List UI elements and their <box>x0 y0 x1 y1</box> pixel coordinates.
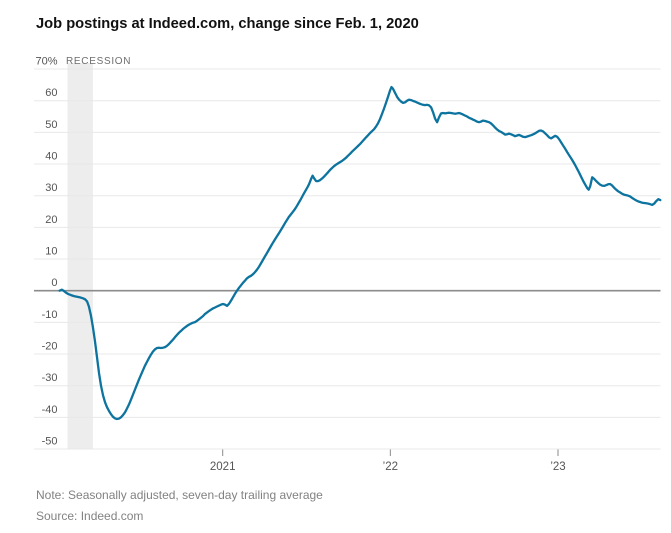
recession-label: RECESSION <box>66 56 131 67</box>
y-axis-label: 70% <box>35 56 57 68</box>
y-axis-label: 50 <box>45 119 57 131</box>
y-axis-label: -10 <box>42 309 58 321</box>
chart-source: Source: Indeed.com <box>36 508 144 523</box>
x-axis-label: ’23 <box>550 461 565 473</box>
y-axis-label: 60 <box>45 87 57 99</box>
y-axis-label: -30 <box>42 372 58 384</box>
y-axis-label: 20 <box>45 214 57 226</box>
x-axis-label: 2021 <box>210 461 236 473</box>
y-axis-label: -40 <box>42 404 58 416</box>
y-axis-label: 0 <box>51 277 57 289</box>
chart-footer: Note: Seasonally adjusted, seven-day tra… <box>36 485 323 526</box>
chart-title: Job postings at Indeed.com, change since… <box>36 16 419 32</box>
y-axis-label: -20 <box>42 341 58 353</box>
job-postings-line <box>58 85 662 421</box>
y-axis-label: 40 <box>45 151 57 163</box>
recession-band <box>67 63 93 449</box>
y-axis-label: -50 <box>42 436 58 448</box>
x-axis-label: ’22 <box>383 461 398 473</box>
y-axis-label: 10 <box>45 246 57 258</box>
chart-note: Note: Seasonally adjusted, seven-day tra… <box>36 488 323 502</box>
y-axis-label: 30 <box>45 182 57 194</box>
